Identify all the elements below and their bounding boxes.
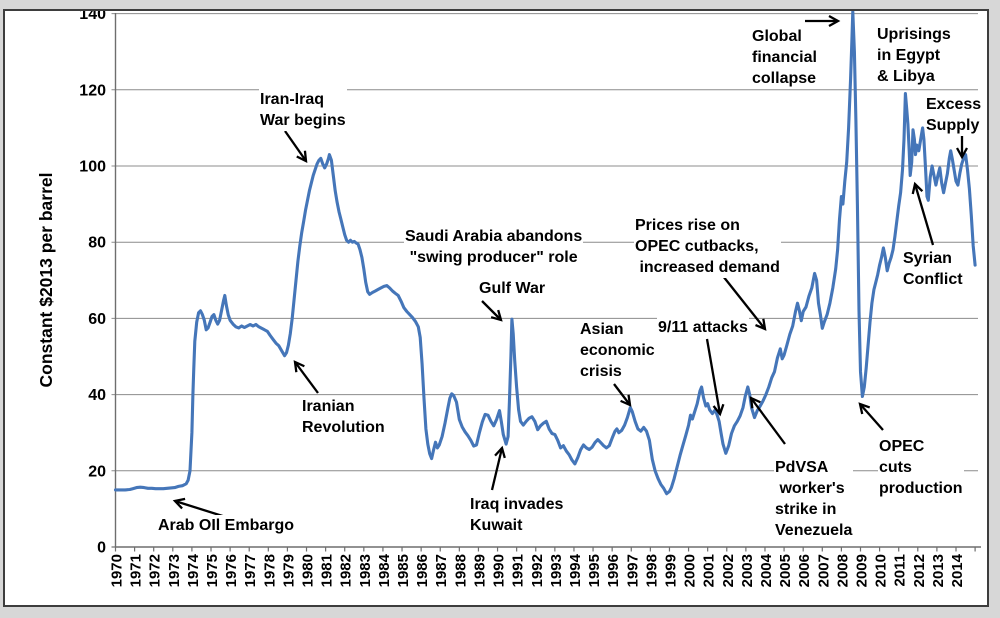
x-label-2008: 2008 [834,554,851,587]
y-label-40: 40 [88,387,106,404]
gridlines [111,13,978,548]
arrow-gulf-war [481,300,503,322]
x-label-2007: 2007 [815,554,832,587]
y-label-0: 0 [97,540,106,557]
x-label-2013: 2013 [930,554,947,587]
x-label-2004: 2004 [758,553,775,587]
y-label-120: 120 [79,82,106,99]
y-label-100: 100 [79,159,106,176]
y-label-60: 60 [88,311,106,328]
x-label-1991: 1991 [510,554,527,587]
y-label-140: 140 [79,11,106,23]
x-label-1982: 1982 [338,554,355,587]
x-label-1981: 1981 [319,554,336,587]
y-label-20: 20 [88,463,106,480]
x-label-2003: 2003 [739,554,756,587]
arrow-asian-economic-crisis [613,383,632,407]
x-label-1984: 1984 [376,553,393,587]
x-label-2005: 2005 [777,554,794,587]
y-axis-tick-labels: 0 20 40 60 80 100 120 140 [79,11,106,557]
arrow-pdvsa-strike [749,396,786,445]
x-label-2006: 2006 [796,554,813,587]
x-label-1986: 1986 [414,554,431,587]
x-label-1975: 1975 [204,554,221,587]
x-label-1994: 1994 [567,553,584,587]
x-label-1999: 1999 [662,554,679,587]
arrow-prices-rise-opec-cutbacks [718,270,767,331]
y-axis-title-text: Constant $2013 per barrel [36,173,56,388]
arrow-nine-eleven-attacks [705,338,725,417]
chart-frame: 1970 1971 1972 1973 1974 1975 1976 1977 1978 1979… [3,9,989,607]
arrow-iraq-invades-kuwait [490,445,506,491]
x-label-1998: 1998 [643,554,660,587]
x-label-1972: 1972 [147,554,164,587]
price-line [113,11,977,496]
x-label-1970: 1970 [109,554,126,587]
x-label-1978: 1978 [261,554,278,587]
x-label-2014: 2014 [949,553,966,587]
y-axis-title: Constant $2013 per barrel [36,173,56,388]
oil-price-series-line [113,11,977,496]
arrow-arab-oil-embargo [172,497,249,526]
x-label-1985: 1985 [395,554,412,587]
x-label-1987: 1987 [433,554,450,587]
x-label-2000: 2000 [682,554,699,587]
arrow-iran-iraq-war-begins [284,130,308,163]
x-label-1983: 1983 [357,554,374,587]
x-label-2002: 2002 [720,554,737,587]
x-label-1971: 1971 [128,554,145,587]
x-label-1989: 1989 [471,554,488,587]
x-label-2009: 2009 [853,554,870,587]
arrow-iranian-revolution [293,360,319,394]
arrow-syrian-conflict [911,181,935,246]
y-label-80: 80 [88,235,106,252]
x-label-2012: 2012 [911,554,928,587]
x-label-1995: 1995 [586,554,603,587]
x-label-2001: 2001 [701,554,718,587]
axes [114,13,981,552]
x-label-1980: 1980 [300,554,317,587]
x-label-1977: 1977 [242,554,259,587]
x-label-1973: 1973 [166,554,183,587]
x-label-1988: 1988 [452,554,469,587]
x-label-1996: 1996 [605,554,622,587]
x-axis-tick-labels: 1970 1971 1972 1973 1974 1975 1976 1977 1978 1979… [109,553,967,587]
annotation-arrows [172,14,969,526]
oil-price-line-chart: 1970 1971 1972 1973 1974 1975 1976 1977 1978 1979… [36,11,981,587]
x-label-1979: 1979 [280,554,297,587]
x-label-1990: 1990 [491,554,508,587]
x-label-1992: 1992 [529,554,546,587]
arrow-opec-cuts-production [858,402,884,431]
x-label-1974: 1974 [185,553,202,587]
x-label-1993: 1993 [548,554,565,587]
x-label-2010: 2010 [873,554,890,587]
x-label-2011: 2011 [892,554,909,587]
x-label-1997: 1997 [624,554,641,587]
x-label-1976: 1976 [223,554,240,587]
